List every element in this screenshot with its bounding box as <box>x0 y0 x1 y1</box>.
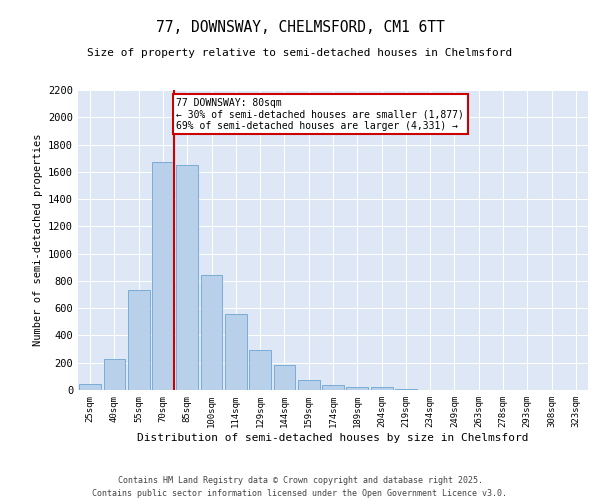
X-axis label: Distribution of semi-detached houses by size in Chelmsford: Distribution of semi-detached houses by … <box>137 432 529 442</box>
Bar <box>371 388 392 390</box>
Bar <box>152 162 174 390</box>
Text: Contains HM Land Registry data © Crown copyright and database right 2025.: Contains HM Land Registry data © Crown c… <box>118 476 482 485</box>
Text: Size of property relative to semi-detached houses in Chelmsford: Size of property relative to semi-detach… <box>88 48 512 58</box>
Text: 77 DOWNSWAY: 80sqm
← 30% of semi-detached houses are smaller (1,877)
69% of semi: 77 DOWNSWAY: 80sqm ← 30% of semi-detache… <box>176 98 464 130</box>
Bar <box>249 350 271 390</box>
Bar <box>322 385 344 390</box>
Y-axis label: Number of semi-detached properties: Number of semi-detached properties <box>32 134 43 346</box>
Bar <box>128 290 149 390</box>
Bar <box>200 275 223 390</box>
Bar <box>346 387 368 390</box>
Text: 77, DOWNSWAY, CHELMSFORD, CM1 6TT: 77, DOWNSWAY, CHELMSFORD, CM1 6TT <box>155 20 445 35</box>
Bar <box>274 365 295 390</box>
Bar <box>298 380 320 390</box>
Bar <box>176 165 198 390</box>
Bar <box>79 384 101 390</box>
Text: Contains public sector information licensed under the Open Government Licence v3: Contains public sector information licen… <box>92 489 508 498</box>
Bar <box>225 314 247 390</box>
Bar <box>104 360 125 390</box>
